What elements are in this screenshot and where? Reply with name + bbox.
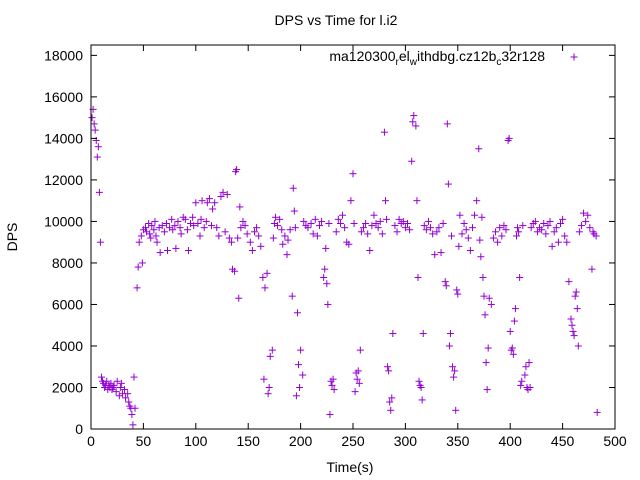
- x-tick-label: 100: [184, 433, 208, 449]
- y-tick-label: 0: [75, 421, 83, 437]
- y-tick-label: 8000: [52, 255, 83, 271]
- y-tick-label: 4000: [52, 338, 83, 354]
- x-axis-label: Time(s): [327, 459, 374, 475]
- x-tick-label: 250: [341, 433, 365, 449]
- y-tick-label: 12000: [44, 172, 83, 188]
- x-tick-label: 0: [87, 433, 95, 449]
- x-tick-label: 200: [289, 433, 313, 449]
- x-tick-label: 500: [603, 433, 627, 449]
- chart-title: DPS vs Time for l.i2: [275, 12, 398, 28]
- x-tick-label: 400: [499, 433, 523, 449]
- y-axis-label: DPS: [4, 223, 20, 252]
- y-tick-label: 16000: [44, 89, 83, 105]
- x-tick-label: 150: [237, 433, 261, 449]
- x-tick-label: 50: [136, 433, 152, 449]
- x-tick-label: 350: [446, 433, 470, 449]
- y-tick-label: 18000: [44, 47, 83, 63]
- y-tick-label: 2000: [52, 379, 83, 395]
- x-tick-label: 300: [394, 433, 418, 449]
- y-tick-label: 14000: [44, 130, 83, 146]
- y-tick-label: 6000: [52, 296, 83, 312]
- x-tick-label: 450: [551, 433, 575, 449]
- y-tick-label: 10000: [44, 213, 83, 229]
